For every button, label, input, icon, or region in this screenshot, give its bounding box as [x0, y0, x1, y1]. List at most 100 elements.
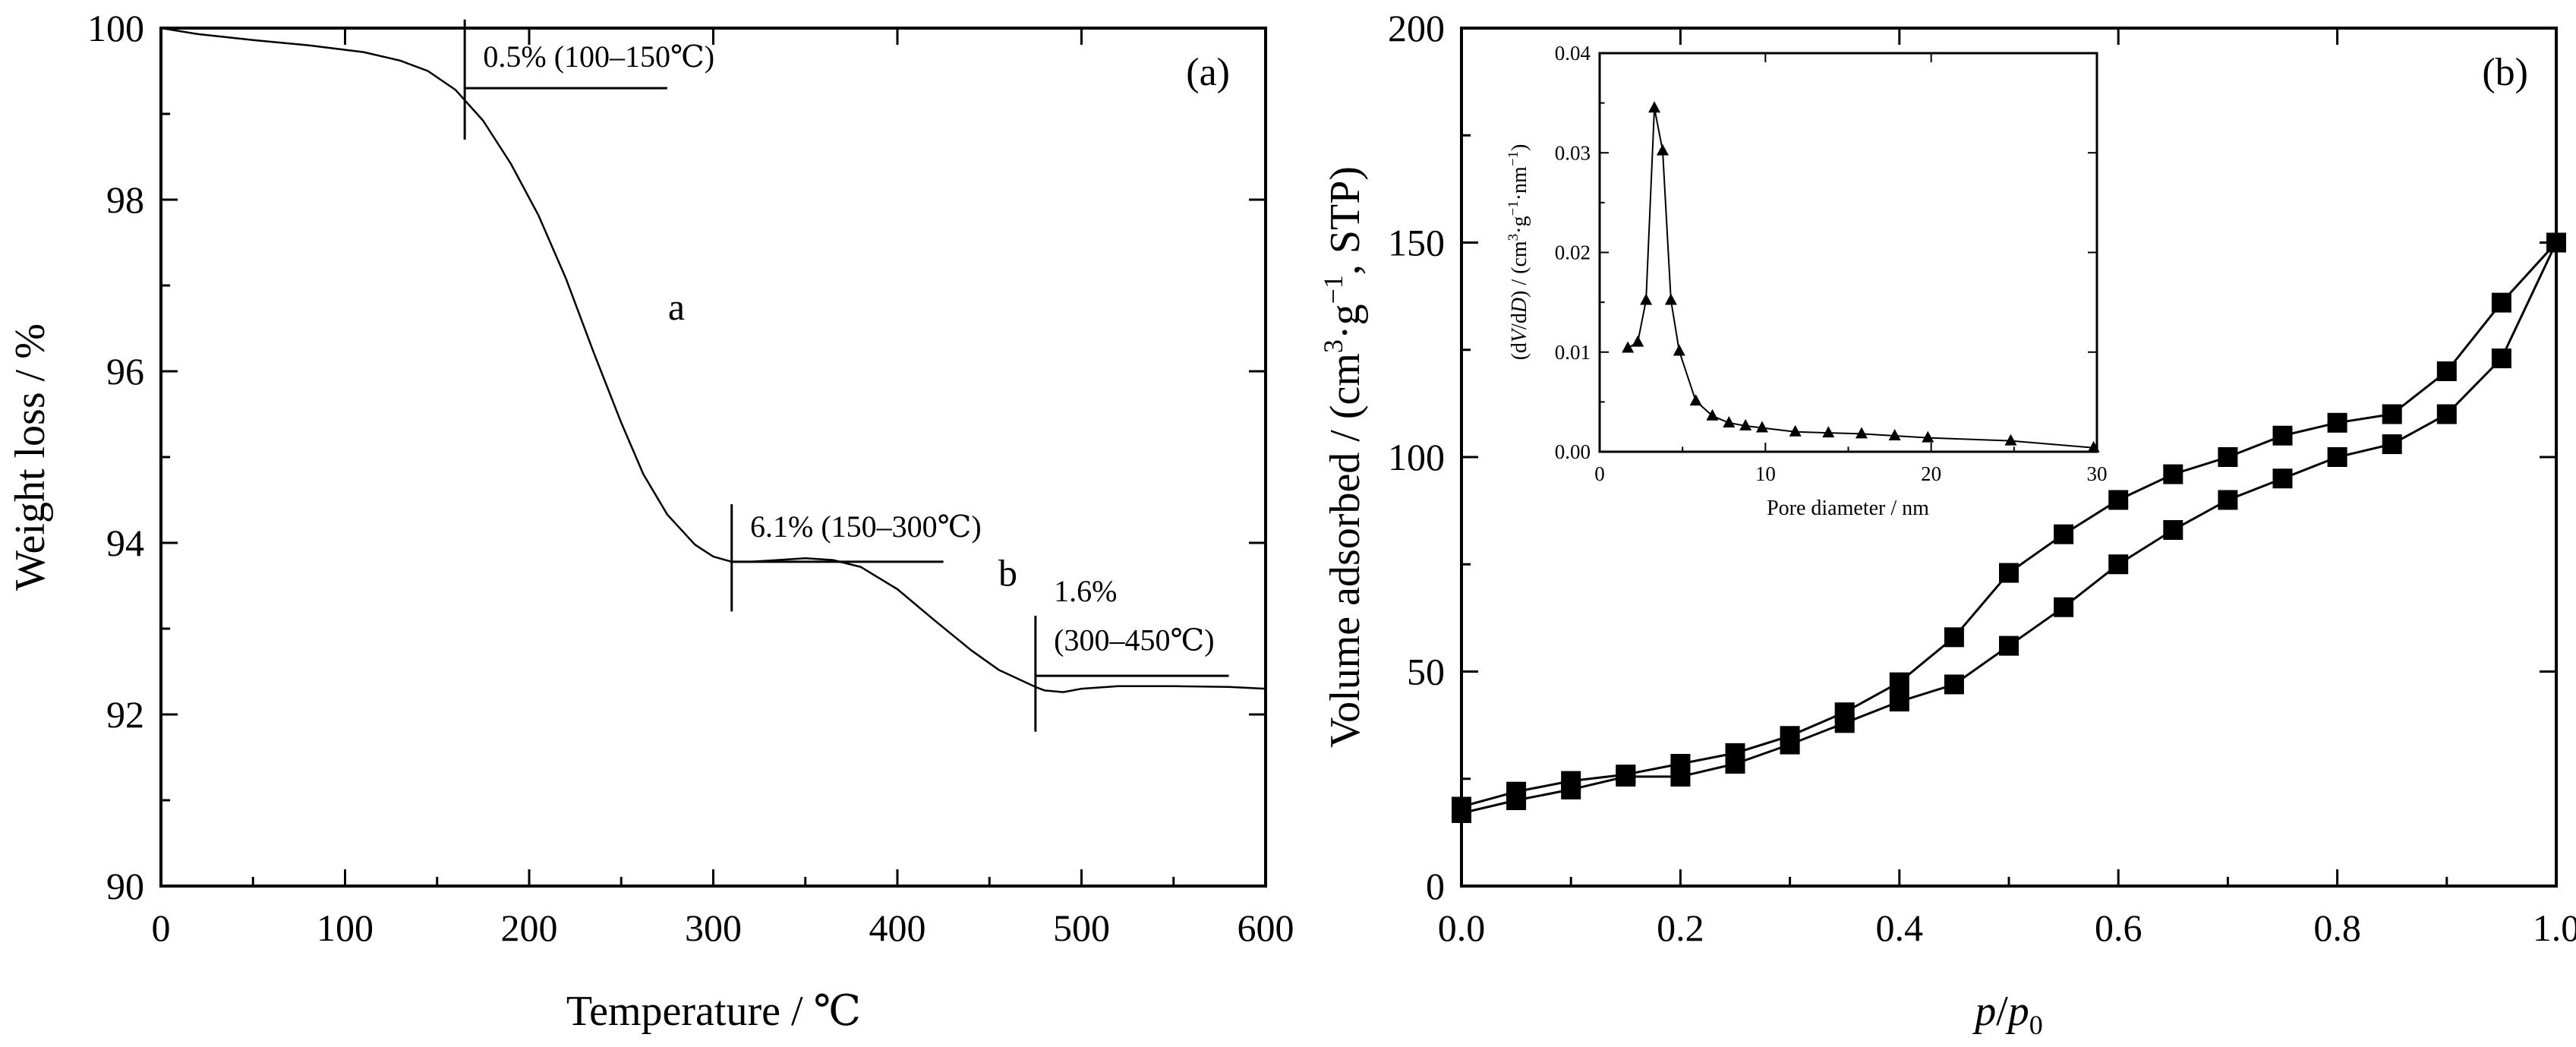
square-marker [1780, 726, 1800, 746]
square-marker [2163, 464, 2183, 484]
square-marker [1944, 627, 1964, 648]
square-marker [2491, 292, 2511, 313]
x-tick-label: 0 [152, 907, 171, 949]
square-marker [2108, 490, 2129, 510]
x-tick-label: 500 [1053, 907, 1110, 949]
square-marker [1999, 563, 2019, 583]
triangle-marker [1888, 429, 1901, 440]
panel-b-label: (b) [2482, 51, 2528, 94]
y-tick-label: 0.02 [1555, 241, 1591, 264]
square-marker [2546, 232, 2566, 253]
inset-plot-area [1622, 101, 2100, 453]
y-tick-label: 0.01 [1555, 341, 1591, 364]
inset-x-axis-label: Pore diameter / nm [1767, 497, 1929, 520]
triangle-marker [1739, 418, 1752, 430]
x-tick-label: 0.6 [2095, 907, 2142, 949]
square-marker [2382, 434, 2402, 455]
triangle-marker [1664, 293, 1677, 305]
panel-a-x-axis-label: Temperature / ℃ [566, 988, 861, 1035]
triangle-marker [1922, 430, 1934, 443]
y-tick-label: 96 [106, 350, 144, 393]
triangle-marker [1648, 101, 1661, 113]
panel-a-y-axis: 90 92 94 96 98 100 [87, 7, 1266, 907]
triangle-marker [2004, 434, 2017, 446]
panel-b-plot-area [1452, 232, 2566, 823]
square-marker [2491, 348, 2511, 369]
square-marker [1889, 672, 1909, 692]
x-tick-label: 0.0 [1438, 907, 1486, 949]
square-marker [1999, 635, 2019, 656]
inset-y-axis: 0.00 0.01 0.02 0.03 0.04 [1555, 42, 2097, 463]
x-tick-label: 0.2 [1657, 907, 1704, 949]
y-tick-label: 0.03 [1555, 141, 1591, 164]
panel-b-y-axis-label: Volume adsorbed / (cm3·g−1, STP) [1318, 166, 1369, 748]
panel-a-weight-loss-chart: 0 100 200 300 400 500 600 90 92 94 96 98 100 a b 0.5%… [7, 7, 1294, 1035]
square-marker [1616, 765, 1636, 785]
square-marker [2272, 468, 2293, 489]
x-tick-label: 1.0 [2533, 907, 2576, 949]
step-annotation: (300–450℃) [1054, 623, 1214, 657]
square-marker [2108, 554, 2129, 575]
square-marker [2218, 490, 2238, 510]
triangle-marker [1673, 344, 1685, 356]
triangle-marker [1706, 408, 1719, 421]
triangle-marker [1640, 293, 1653, 305]
square-marker [1889, 692, 1909, 712]
step-annotation: 1.6% [1054, 574, 1117, 608]
x-tick-label: 0.8 [2313, 907, 2361, 949]
square-marker [1506, 781, 1527, 802]
x-tick-label: 20 [1921, 462, 1941, 485]
x-tick-label: 0 [1594, 462, 1605, 485]
square-marker [1670, 753, 1691, 774]
x-tick-label: 30 [2087, 462, 2108, 485]
panel-a-y-axis-label: Weight loss / % [7, 323, 54, 591]
y-tick-label: 100 [1388, 436, 1445, 478]
x-tick-label: 300 [685, 907, 742, 949]
square-marker [2163, 520, 2183, 541]
triangle-marker [1755, 421, 1768, 433]
square-marker [2436, 361, 2457, 381]
square-marker [1834, 702, 1855, 723]
triangle-marker [1789, 424, 1802, 437]
inset-y-axis-label: (dV/dD) / (cm3·g−1·nm−1) [1506, 144, 1531, 361]
y-tick-label: 100 [87, 7, 144, 49]
curve-label: b [998, 552, 1017, 594]
panel-b-x-axis: 0.0 0.2 0.4 0.6 0.8 1.0 [1438, 28, 2576, 949]
square-marker [2327, 412, 2347, 433]
square-marker [2327, 447, 2347, 467]
y-tick-label: 0.00 [1555, 440, 1591, 463]
y-tick-label: 90 [106, 865, 144, 907]
square-marker [1944, 674, 1964, 695]
y-tick-label: 94 [106, 522, 144, 564]
triangle-marker [1656, 143, 1669, 156]
inset-x-axis: 0 10 20 30 [1594, 53, 2108, 485]
y-tick-label: 98 [106, 178, 144, 221]
y-tick-label: 0.04 [1555, 42, 1591, 65]
x-tick-label: 600 [1238, 907, 1294, 949]
square-marker [1452, 796, 1471, 817]
inset-frame [1598, 52, 2098, 453]
pore-size-inset: 0 10 20 30 0.00 0.01 0.02 0.03 0.04 Pore diamet… [1506, 42, 2108, 520]
y-tick-label: 50 [1407, 651, 1445, 693]
x-tick-label: 0.4 [1876, 907, 1924, 949]
panel-b-x-axis-label: p/p0 [1972, 988, 2043, 1040]
square-marker [2382, 404, 2402, 424]
y-tick-label: 92 [106, 693, 144, 736]
step-annotation: 6.1% (150–300℃) [750, 509, 982, 544]
triangle-marker [1723, 415, 1736, 427]
panel-a-frame [159, 27, 1267, 888]
y-tick-label: 150 [1388, 222, 1445, 264]
triangle-marker [1622, 341, 1635, 353]
square-marker [2218, 447, 2238, 467]
square-marker [1561, 771, 1581, 791]
panel-a-plot-area: a b 0.5% (100–150℃) 6.1% (150–300℃) 1.6% (300… [160, 19, 1266, 732]
x-tick-label: 200 [501, 907, 558, 949]
square-marker [2054, 524, 2074, 544]
triangle-marker [1632, 335, 1644, 347]
step-annotation: 0.5% (100–150℃) [483, 39, 714, 74]
y-tick-label: 0 [1426, 865, 1445, 907]
triangle-marker [1822, 426, 1835, 438]
